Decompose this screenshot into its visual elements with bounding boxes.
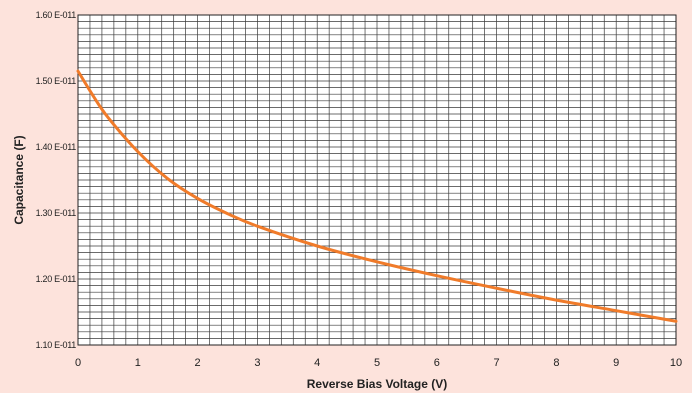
x-tick-label: 3 xyxy=(254,357,260,369)
x-tick-label: 8 xyxy=(553,357,559,369)
y-tick-label: 1.40 E-011 xyxy=(36,142,77,152)
x-axis-label: Reverse Bias Voltage (V) xyxy=(307,377,448,391)
y-ticks: 1.10 E-011 1.20 E-011 1.30 E-011 1.40 E-011… xyxy=(36,10,77,350)
x-tick-label: 10 xyxy=(670,357,682,369)
y-tick-label: 1.10 E-011 xyxy=(36,340,77,350)
x-tick-label: 4 xyxy=(314,357,320,369)
x-tick-label: 0 xyxy=(75,357,81,369)
x-tick-label: 6 xyxy=(434,357,440,369)
x-ticks: 0 1 2 3 4 5 6 7 8 9 10 xyxy=(75,357,682,369)
y-tick-label: 1.50 E-011 xyxy=(36,76,77,86)
x-tick-label: 9 xyxy=(613,357,619,369)
x-tick-label: 1 xyxy=(135,357,141,369)
y-axis-label: Capacitance (F) xyxy=(12,135,26,224)
y-tick-label: 1.30 E-011 xyxy=(36,208,77,218)
plot-frame xyxy=(77,14,677,346)
x-tick-label: 7 xyxy=(494,357,500,369)
x-tick-label: 5 xyxy=(374,357,380,369)
y-tick-label: 1.20 E-011 xyxy=(36,274,77,284)
x-tick-label: 2 xyxy=(195,357,201,369)
series-line xyxy=(76,69,678,323)
y-tick-label: 1.60 E-011 xyxy=(36,10,77,20)
